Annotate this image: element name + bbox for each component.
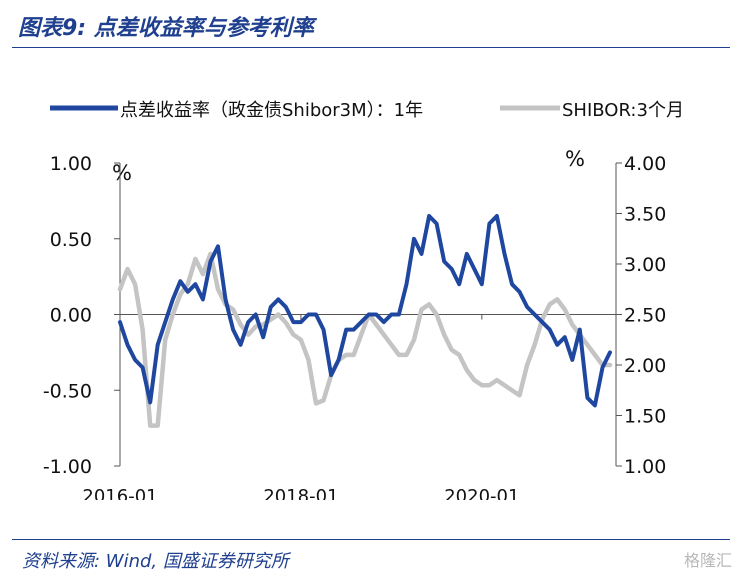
chart: 点差收益率（政金债Shibor3M）：1年 SHIBOR:3个月 % % 1.0…	[43, 100, 684, 500]
left-axis-tick-label: -1.00	[43, 456, 92, 478]
right-axis-unit: %	[565, 147, 585, 171]
legend-label-shibor: SHIBOR:3个月	[562, 100, 684, 121]
x-axis-tick-label: 2020-01	[444, 486, 519, 500]
axes: 1.00 0.50 0.00 -0.50 -1.00 4.00 3.50 3.00 2.50 2.…	[43, 153, 666, 500]
left-axis-tick-label: 0.50	[50, 229, 92, 251]
series-line-shibor	[117, 251, 613, 428]
left-axis-tick-label: 0.00	[50, 305, 92, 327]
right-axis-tick-label: 2.00	[624, 355, 666, 377]
right-axis-tick-label: 2.50	[624, 305, 666, 327]
legend-label-spread: 点差收益率（政金债Shibor3M）：1年	[120, 100, 423, 121]
right-axis-tick-label: 3.50	[624, 204, 666, 226]
watermark: 格隆汇	[683, 551, 732, 570]
left-axis-unit: %	[112, 161, 132, 185]
right-axis-tick-label: 1.50	[624, 406, 666, 428]
x-axis-tick-label: 2018-01	[263, 486, 338, 500]
x-axis-tick-label: 2016-01	[82, 486, 157, 500]
left-axis-tick-label: -0.50	[43, 380, 92, 402]
figure-title: 图表9: 点差收益率与参考利率	[18, 16, 314, 41]
plot-lines	[117, 214, 613, 428]
right-axis-tick-label: 4.00	[624, 153, 666, 175]
legend: 点差收益率（政金债Shibor3M）：1年 SHIBOR:3个月	[50, 100, 684, 121]
source-rule	[12, 539, 730, 540]
series-line-spread	[118, 214, 612, 408]
right-axis-tick-label: 1.00	[624, 456, 666, 478]
left-axis-tick-label: 1.00	[50, 153, 92, 175]
right-axis-tick-label: 3.00	[624, 254, 666, 276]
source-note: 资料来源: Wind, 国盛证券研究所	[22, 551, 289, 572]
title-rule	[12, 47, 730, 48]
